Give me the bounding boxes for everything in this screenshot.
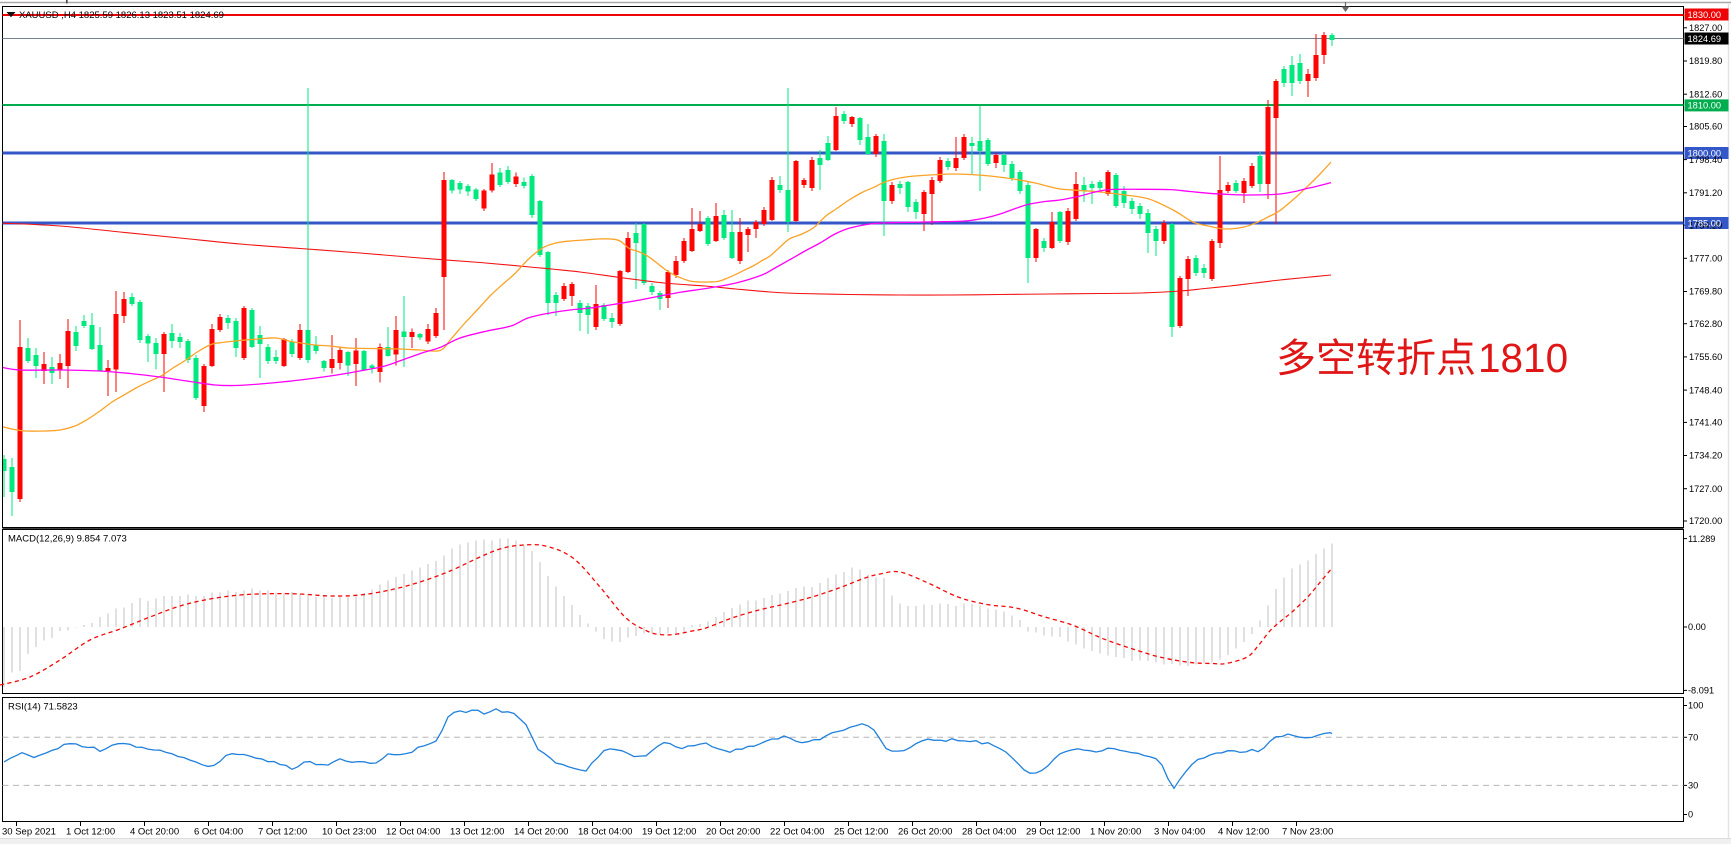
svg-text:7 Oct 12:00: 7 Oct 12:00 [258,827,307,838]
svg-text:30 Sep 2021: 30 Sep 2021 [2,827,56,838]
svg-text:-8.091: -8.091 [1688,686,1714,696]
svg-text:3 Nov 04:00: 3 Nov 04:00 [1154,827,1205,838]
svg-text:1830.00: 1830.00 [1688,10,1722,20]
svg-text:1810.00: 1810.00 [1688,101,1722,111]
svg-text:22 Oct 04:00: 22 Oct 04:00 [770,827,824,838]
svg-text:30: 30 [1688,781,1698,791]
svg-text:1769.80: 1769.80 [1689,287,1722,297]
svg-text:1824.69: 1824.69 [1688,34,1722,44]
svg-text:7 Nov 23:00: 7 Nov 23:00 [1282,827,1333,838]
svg-text:4 Oct 20:00: 4 Oct 20:00 [130,827,179,838]
svg-text:1734.20: 1734.20 [1689,451,1722,461]
svg-text:RSI(14) 71.5823: RSI(14) 71.5823 [8,702,78,713]
svg-text:1784.20: 1784.20 [1689,220,1722,230]
svg-text:11.289: 11.289 [1688,534,1715,544]
svg-text:MACD(12,26,9) 9.854 7.073: MACD(12,26,9) 9.854 7.073 [8,534,127,545]
svg-text:1812.60: 1812.60 [1689,89,1722,99]
svg-text:14 Oct 20:00: 14 Oct 20:00 [514,827,568,838]
svg-text:1720.00: 1720.00 [1689,516,1722,526]
svg-text:1 Oct 12:00: 1 Oct 12:00 [66,827,115,838]
svg-text:1791.20: 1791.20 [1689,188,1722,198]
svg-text:13 Oct 12:00: 13 Oct 12:00 [450,827,504,838]
svg-text:1798.40: 1798.40 [1689,155,1722,165]
svg-text:1 Nov 20:00: 1 Nov 20:00 [1090,827,1141,838]
svg-text:0: 0 [1688,810,1693,820]
svg-text:28 Oct 04:00: 28 Oct 04:00 [962,827,1016,838]
svg-text:10 Oct 23:00: 10 Oct 23:00 [322,827,376,838]
svg-text:1777.00: 1777.00 [1689,253,1722,263]
svg-text:1762.80: 1762.80 [1689,319,1722,329]
svg-text:1727.00: 1727.00 [1689,484,1722,494]
svg-text:1800.00: 1800.00 [1688,148,1722,158]
svg-text:1755.60: 1755.60 [1689,352,1722,362]
svg-text:6 Oct 04:00: 6 Oct 04:00 [194,827,243,838]
svg-text:70: 70 [1688,733,1698,743]
svg-text:20 Oct 20:00: 20 Oct 20:00 [706,827,760,838]
svg-text:18 Oct 04:00: 18 Oct 04:00 [578,827,632,838]
svg-text:26 Oct 20:00: 26 Oct 20:00 [898,827,952,838]
svg-text:100: 100 [1688,701,1703,711]
svg-text:1741.40: 1741.40 [1689,418,1722,428]
svg-text:4 Nov 12:00: 4 Nov 12:00 [1218,827,1269,838]
svg-text:1785.00: 1785.00 [1688,218,1722,228]
svg-text:19 Oct 12:00: 19 Oct 12:00 [642,827,696,838]
svg-text:1819.80: 1819.80 [1689,56,1722,66]
svg-text:XAUUSD ,H4 1825.59 1826.13 18: XAUUSD ,H4 1825.59 1826.13 1823.51 1824.… [19,10,224,21]
svg-text:25 Oct 12:00: 25 Oct 12:00 [834,827,888,838]
svg-text:1827.00: 1827.00 [1689,23,1722,33]
svg-text:29 Oct 12:00: 29 Oct 12:00 [1026,827,1080,838]
svg-text:0.00: 0.00 [1688,622,1706,632]
svg-text:12 Oct 04:00: 12 Oct 04:00 [386,827,440,838]
svg-text:1748.40: 1748.40 [1689,385,1722,395]
svg-text:1805.60: 1805.60 [1689,122,1722,132]
svg-text:1810: 1810 [1478,335,1568,381]
